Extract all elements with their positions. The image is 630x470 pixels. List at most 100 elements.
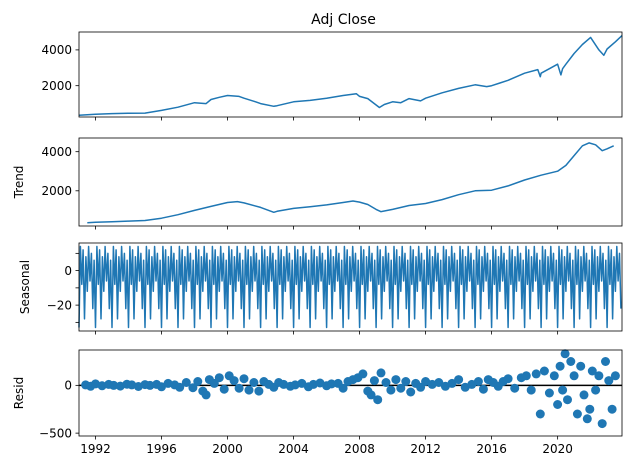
resid-point — [366, 390, 376, 400]
resid-point — [531, 369, 541, 379]
resid-point — [478, 384, 488, 394]
resid-x-tick-label: 2000 — [212, 442, 243, 456]
seasonal-y-tick-label: 0 — [64, 264, 72, 278]
resid-frame — [78, 349, 623, 437]
resid-x-tick-label: 2004 — [278, 442, 309, 456]
resid-y-ticks: −500 0 — [39, 379, 79, 440]
resid-point — [587, 366, 597, 376]
resid-x-tick-label: 2016 — [476, 442, 507, 456]
adj-close-series-line — [78, 35, 623, 116]
seasonal-series-line — [78, 245, 622, 329]
adj-close-y-tick-label: 4000 — [41, 43, 72, 57]
seasonal-frame — [78, 242, 623, 332]
seasonal-ylabel: Seasonal — [18, 260, 32, 314]
resid-point — [434, 378, 444, 387]
resid-point — [401, 377, 411, 386]
resid-point — [249, 378, 259, 387]
resid-point — [338, 383, 348, 393]
trend-y-tick-label: 2000 — [41, 184, 72, 198]
trend-y-tick-label: 4000 — [41, 145, 72, 159]
resid-point — [576, 361, 586, 371]
resid-point — [558, 385, 568, 395]
resid-point — [175, 382, 185, 392]
adj-close-frame — [78, 31, 623, 118]
resid-point — [391, 375, 401, 385]
resid-point — [376, 368, 386, 378]
resid-x-tick-label: 2008 — [344, 442, 375, 456]
resid-marks — [81, 349, 620, 429]
resid-point — [244, 385, 254, 395]
resid-point — [563, 395, 572, 405]
resid-point — [610, 371, 620, 381]
resid-point — [582, 414, 592, 424]
resid-point — [358, 369, 368, 379]
resid-point — [604, 376, 614, 386]
resid-point — [214, 373, 224, 383]
resid-point — [406, 387, 416, 397]
resid-point — [555, 361, 565, 371]
adj-close-panel: Adj Close 2000 4000 — [41, 12, 623, 121]
resid-point — [219, 384, 229, 394]
resid-y-tick-label: −500 — [39, 426, 72, 440]
resid-x-tick-label: 1996 — [146, 442, 177, 456]
resid-point — [396, 383, 406, 393]
adj-close-y-tick-label: 2000 — [41, 79, 72, 93]
resid-point — [539, 366, 549, 376]
resid-ylabel: Resid — [12, 377, 26, 409]
resid-point — [239, 374, 249, 384]
resid-point — [553, 400, 563, 409]
resid-point — [597, 419, 607, 429]
trend-y-ticks: 2000 4000 — [41, 145, 79, 198]
resid-point — [373, 395, 383, 405]
resid-point — [454, 375, 464, 385]
resid-point — [369, 376, 379, 386]
resid-x-ticks: 1992 1996 2000 2004 2008 2012 2016 2020 — [80, 436, 573, 456]
resid-point — [254, 386, 264, 396]
resid-point — [386, 385, 396, 395]
seasonal-y-tick-label: −20 — [47, 298, 72, 312]
resid-point — [601, 357, 610, 366]
trend-x-ticks — [95, 226, 559, 230]
seasonal-x-ticks — [95, 331, 559, 335]
adj-close-marks — [78, 35, 623, 116]
trend-panel: Trend 2000 4000 — [12, 137, 623, 230]
resid-point — [503, 374, 513, 384]
resid-point — [510, 383, 520, 393]
seasonal-y-ticks: −20 0 — [47, 252, 79, 323]
resid-point — [447, 378, 457, 388]
adj-close-title: Adj Close — [311, 12, 376, 28]
resid-point — [579, 390, 589, 400]
trend-marks — [87, 142, 615, 224]
trend-frame — [78, 137, 623, 227]
resid-point — [594, 371, 604, 381]
resid-point — [234, 383, 244, 393]
resid-point — [560, 349, 570, 359]
adj-close-y-ticks: 2000 4000 — [41, 43, 79, 93]
resid-panel: Resid −500 0 1992 1996 2000 2004 2008 2012 2016… — [12, 349, 623, 456]
seasonal-marks — [78, 245, 622, 329]
resid-point — [109, 380, 119, 390]
resid-x-tick-label: 2020 — [542, 442, 573, 456]
resid-point — [585, 404, 595, 414]
resid-point — [145, 380, 155, 390]
resid-point — [521, 371, 531, 381]
resid-y-tick-label: 0 — [64, 379, 72, 393]
trend-ylabel: Trend — [12, 166, 26, 200]
resid-point — [188, 383, 198, 393]
resid-point — [526, 385, 536, 395]
resid-point — [569, 371, 579, 381]
adj-close-x-ticks — [95, 117, 559, 121]
resid-point — [473, 377, 483, 386]
resid-point — [566, 357, 576, 366]
resid-point — [549, 371, 559, 381]
trend-series-line — [87, 142, 615, 224]
resid-point — [544, 388, 554, 398]
resid-point — [201, 390, 211, 400]
resid-point — [229, 376, 239, 386]
resid-point — [607, 404, 617, 414]
resid-point — [535, 409, 545, 419]
resid-point — [591, 385, 601, 395]
resid-point — [327, 379, 336, 389]
resid-point — [193, 377, 203, 386]
